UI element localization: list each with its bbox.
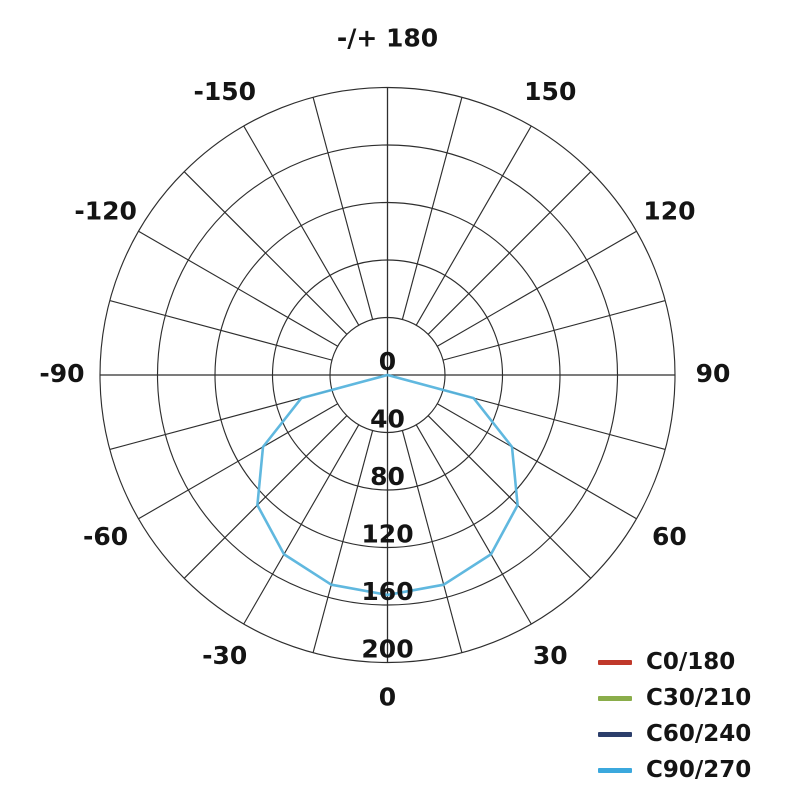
grid-spoke: [401, 97, 463, 320]
grid-spoke: [415, 424, 532, 625]
angle-label: 60: [652, 522, 687, 551]
angle-label: 90: [696, 359, 731, 388]
legend-item[interactable]: C90/270: [598, 752, 783, 788]
grid-spoke: [183, 415, 348, 579]
angle-label: -120: [74, 196, 137, 225]
angle-label: -30: [202, 641, 247, 670]
grid-spoke: [437, 230, 637, 347]
grid-spoke: [109, 300, 333, 361]
radial-tick-label: 120: [361, 520, 413, 549]
grid-spoke: [138, 230, 338, 347]
legend-item-label: C60/240: [646, 721, 752, 747]
angle-label: -60: [83, 522, 128, 551]
legend: C0/180 C30/210 C60/240 C90/270: [598, 644, 783, 788]
angular-grid-spokes: [109, 97, 666, 653]
grid-spoke: [442, 300, 666, 361]
legend-color-swatch: [598, 767, 632, 773]
curve-C90-270: [256, 373, 519, 597]
radial-tick-label: 160: [361, 577, 413, 606]
angle-label: 150: [524, 77, 576, 106]
legend-item-label: C0/180: [646, 649, 736, 675]
legend-item-label: C90/270: [646, 757, 752, 783]
grid-spoke: [427, 171, 592, 335]
angle-label: -/+ 180: [337, 24, 438, 53]
grid-spoke: [312, 97, 374, 320]
grid-spoke: [243, 125, 360, 326]
grid-spoke: [138, 403, 338, 520]
radial-tick-labels: 0 40 80 120 160 200: [361, 347, 413, 664]
legend-item-label: C30/210: [646, 685, 752, 711]
radial-tick-label: 40: [370, 405, 405, 434]
grid-spoke: [415, 125, 532, 326]
grid-spoke: [183, 171, 348, 335]
legend-item[interactable]: C0/180: [598, 644, 783, 680]
grid-spoke: [437, 403, 637, 520]
angle-label: -90: [39, 359, 84, 388]
legend-color-swatch: [598, 659, 632, 665]
legend-item[interactable]: C60/240: [598, 716, 783, 752]
grid-spoke: [243, 424, 360, 625]
angle-label: -150: [193, 77, 256, 106]
grid-spoke: [312, 430, 374, 653]
angle-label: 120: [643, 196, 695, 225]
grid-spoke: [109, 389, 333, 450]
legend-color-swatch: [598, 731, 632, 737]
radial-tick-label: 0: [379, 347, 396, 376]
grid-spoke: [427, 415, 592, 579]
radial-tick-label: 80: [370, 462, 405, 491]
legend-item[interactable]: C30/210: [598, 680, 783, 716]
distribution-curves: [256, 373, 519, 597]
radial-tick-label: 200: [361, 635, 413, 664]
grid-spoke: [401, 430, 463, 653]
angle-label: 30: [533, 641, 568, 670]
legend-color-swatch: [598, 695, 632, 701]
grid-spoke: [442, 389, 666, 450]
angle-tick-labels: -/+ 180 -150 150 -120 120 -90 90 -60 60 -30 30 0: [39, 24, 730, 712]
angle-label: 0: [379, 683, 396, 712]
